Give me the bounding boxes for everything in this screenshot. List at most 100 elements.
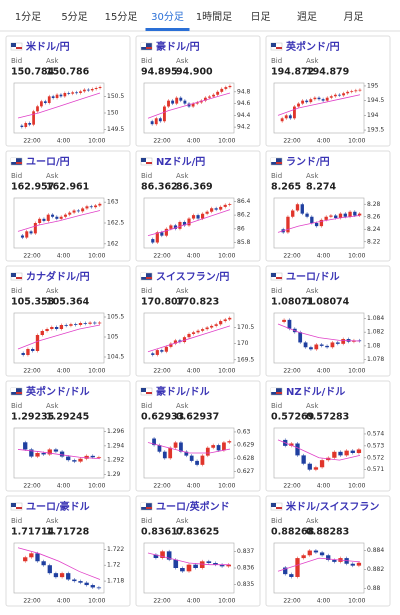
moving-average <box>147 552 230 566</box>
x-tick-label: 4:00 <box>57 138 71 145</box>
pair-title[interactable]: スイスフラン/円 <box>156 271 229 283</box>
y-tick-label: 85.8 <box>237 239 251 246</box>
candle <box>164 346 168 352</box>
pair-title[interactable]: 英ポンド/円 <box>285 40 340 53</box>
card[interactable] <box>265 35 391 147</box>
candle <box>162 451 167 459</box>
tab[interactable]: 日足 <box>251 11 271 23</box>
card[interactable] <box>5 495 131 607</box>
ask-value: 86.369 <box>176 182 213 193</box>
tab[interactable]: 月足 <box>344 11 364 23</box>
bid-label: Bid <box>271 172 282 180</box>
card[interactable] <box>135 495 261 607</box>
ask-value: 105.364 <box>46 297 90 308</box>
candle <box>196 330 200 333</box>
y-tick-label: 170 <box>237 340 249 347</box>
candle <box>289 443 294 446</box>
plot-area <box>273 197 365 249</box>
candle <box>164 228 168 236</box>
candle <box>35 453 40 457</box>
card[interactable] <box>265 150 391 262</box>
pair-title[interactable]: 英ポンド/ドル <box>25 385 90 398</box>
pair-title[interactable]: ユーロ/ドル <box>286 271 340 283</box>
ask-label: Ask <box>306 172 319 180</box>
candle <box>211 445 216 448</box>
bid-value: 1.29235 <box>11 412 54 423</box>
tab[interactable]: 1時間足 <box>196 11 232 23</box>
flag-mark <box>271 503 276 507</box>
candle <box>94 88 98 89</box>
candle <box>298 332 303 343</box>
candle <box>36 106 39 112</box>
flag-stripe <box>276 47 282 49</box>
pair-title[interactable]: ユーロ/豪ドル <box>26 500 90 513</box>
candle <box>314 344 319 350</box>
candle <box>289 574 294 577</box>
pair-title[interactable]: 豪ドル/ドル <box>156 385 210 398</box>
pair-title[interactable]: ユーロ/英ポンド <box>156 500 230 513</box>
card[interactable] <box>265 495 391 607</box>
candle <box>72 210 76 213</box>
card[interactable] <box>5 380 131 492</box>
moving-average <box>277 215 361 233</box>
candle <box>295 443 300 456</box>
candle <box>53 573 59 578</box>
card[interactable] <box>135 35 261 147</box>
card[interactable] <box>265 380 391 492</box>
candle <box>83 89 86 92</box>
y-tick-label: 0.629 <box>237 442 254 449</box>
x-tick-label: 4:00 <box>187 368 201 375</box>
candle <box>219 206 223 210</box>
y-tick-label: 0.882 <box>367 566 384 573</box>
tab[interactable]: 30分足 <box>151 11 184 23</box>
flag-mark <box>271 388 276 392</box>
pair-title[interactable]: 米ドル/スイスフラン <box>286 500 379 513</box>
y-tick-label: 105 <box>107 334 119 341</box>
tab[interactable]: 週足 <box>297 11 317 23</box>
bid-label: Bid <box>11 517 22 525</box>
pair-title[interactable]: NZドル/円 <box>156 156 205 168</box>
candle <box>55 94 59 98</box>
candle <box>55 216 59 219</box>
tab[interactable]: 1分足 <box>15 11 41 23</box>
plot-area <box>13 82 105 134</box>
flag-stripe <box>146 277 152 279</box>
candle <box>313 550 319 553</box>
candle <box>32 111 35 125</box>
candle <box>208 96 211 98</box>
pair-title[interactable]: NZドル/ドル <box>286 386 345 398</box>
card[interactable] <box>5 35 131 147</box>
moving-average <box>277 557 361 572</box>
pair-title[interactable]: ランド/円 <box>286 156 330 168</box>
candle <box>213 563 218 565</box>
candle <box>287 319 292 329</box>
flag-mark <box>141 273 146 277</box>
tab[interactable]: 5分足 <box>61 11 87 23</box>
card[interactable] <box>5 150 131 262</box>
y-tick-label: 8.22 <box>367 238 381 245</box>
candle <box>173 340 178 344</box>
candle <box>321 99 325 101</box>
tab[interactable]: 15分足 <box>105 11 138 23</box>
candle <box>151 239 155 243</box>
candle <box>210 325 214 328</box>
candle <box>31 349 35 351</box>
pair-title[interactable]: ユーロ/円 <box>26 156 70 168</box>
flag-mark <box>141 388 146 392</box>
pair-title[interactable]: 米ドル/円 <box>26 40 70 53</box>
card[interactable] <box>135 380 261 492</box>
x-tick-label: 10:00 <box>88 253 105 260</box>
candle <box>353 211 357 216</box>
candle <box>51 96 55 98</box>
flag-stripe <box>146 47 152 49</box>
ask-value: 1.71728 <box>46 527 90 538</box>
bid-value: 105.358 <box>11 297 55 308</box>
pair-title[interactable]: 豪ドル/円 <box>156 40 200 53</box>
ask-label: Ask <box>176 517 189 525</box>
card[interactable] <box>265 265 391 377</box>
candle <box>222 442 226 451</box>
ask-value: 8.274 <box>306 182 336 193</box>
candle <box>151 353 155 355</box>
ask-value: 162.961 <box>46 182 89 193</box>
pair-title[interactable]: カナダドル/円 <box>26 270 90 283</box>
